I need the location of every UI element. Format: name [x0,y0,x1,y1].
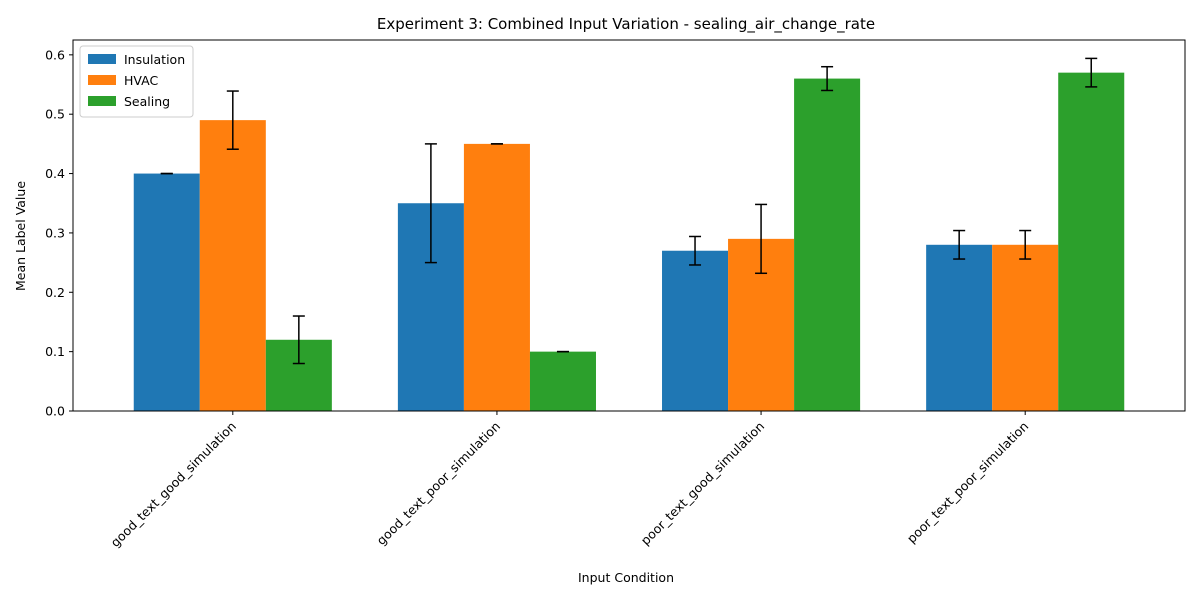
y-tick-label: 0.0 [45,404,65,419]
legend: Insulation HVAC Sealing [79,45,194,118]
legend-label-sealing: Sealing [124,94,170,109]
y-tick-label: 0.5 [45,107,65,122]
error-bar-insulation-poor_text_good_simulation [689,235,702,266]
x-tick-label: poor_text_poor_simulation [904,419,1032,547]
plot-frame [72,39,1186,412]
legend-swatch-hvac [88,75,116,85]
bar-insulation-poor_text_good_simulation [662,250,729,411]
error-bar-hvac-poor_text_poor_simulation [1019,229,1032,260]
bar-sealing-poor_text_good_simulation [794,78,861,412]
error-bar-sealing-poor_text_good_simulation [821,65,834,92]
legend-swatch-insulation [88,54,116,64]
legend-swatch-sealing [88,96,116,106]
legend-label-insulation: Insulation [124,52,185,67]
x-tick-label: good_text_poor_simulation [374,419,503,548]
y-tick-label: 0.3 [45,225,65,240]
chart-title: Experiment 3: Combined Input Variation -… [377,15,875,34]
plot-area: 0.0 0.1 0.2 0.3 0.4 0.5 0.6 good_text_good_simu… [45,39,1186,550]
x-tick-label: poor_text_good_simulation [638,419,767,548]
x-tick-label: good_text_good_simulation [107,419,238,550]
error-bar-hvac-poor_text_good_simulation [755,203,768,275]
y-tick-label: 0.1 [45,344,65,359]
error-bar-sealing-poor_text_poor_simulation [1085,57,1098,88]
legend-label-hvac: HVAC [124,73,158,88]
bar-hvac-poor_text_poor_simulation [992,244,1059,411]
error-bar-insulation-good_text_poor_simulation [424,143,437,264]
bar-hvac-good_text_good_simulation [199,120,266,412]
error-bar-insulation-poor_text_poor_simulation [953,229,966,260]
y-axis-label: Mean Label Value [13,181,28,291]
bar-insulation-poor_text_poor_simulation [926,244,993,411]
bar-sealing-good_text_poor_simulation [529,351,596,411]
bar-sealing-poor_text_poor_simulation [1058,72,1125,411]
error-bar-sealing-good_text_good_simulation [292,315,305,365]
x-axis-label: Input Condition [578,570,674,585]
bar-insulation-good_text_good_simulation [133,173,200,411]
y-tick-label: 0.2 [45,285,65,300]
y-tick-label: 0.6 [45,47,65,62]
y-tick-label: 0.4 [45,166,65,181]
bar-hvac-good_text_poor_simulation [463,143,530,411]
error-bar-hvac-good_text_good_simulation [226,90,239,150]
